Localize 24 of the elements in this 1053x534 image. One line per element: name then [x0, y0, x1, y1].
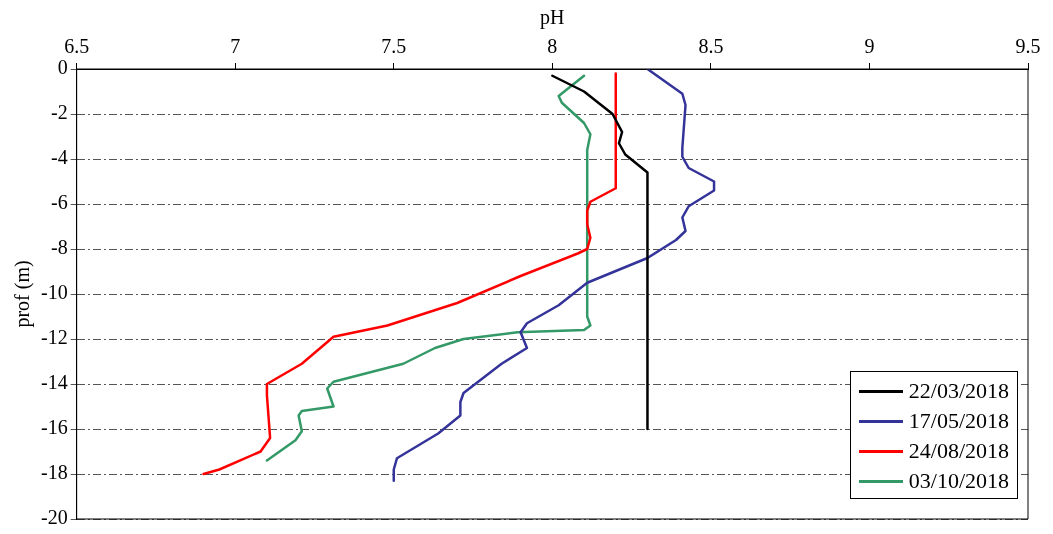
- y-tick-label: -10: [40, 281, 68, 304]
- x-tick-label: 8: [547, 35, 558, 58]
- y-tick-label: -4: [50, 146, 68, 169]
- y-tick-label: -12: [40, 326, 68, 349]
- x-tick-label: 9: [864, 35, 875, 58]
- y-tick-label: -18: [40, 461, 68, 484]
- x-tick-label: 6.5: [64, 35, 90, 58]
- y-tick-label: -20: [40, 506, 68, 529]
- y-tick-label: -6: [50, 191, 68, 214]
- y-tick-label: -16: [40, 416, 68, 439]
- y-tick-label: 0: [57, 56, 68, 79]
- x-tick-label: 9.5: [1015, 35, 1041, 58]
- y-tick-label: -8: [50, 236, 68, 259]
- x-tick-label: 7.5: [381, 35, 407, 58]
- x-tick-label: 7: [230, 35, 241, 58]
- legend-label: 03/10/2018: [908, 468, 1009, 494]
- y-tick-label: -2: [50, 101, 68, 124]
- y-tick-label: -14: [40, 371, 68, 394]
- x-tick-label: 8.5: [698, 35, 724, 58]
- legend-label: 17/05/2018: [908, 408, 1009, 434]
- y-axis-title: prof (m): [11, 260, 35, 328]
- legend-label: 24/08/2018: [908, 438, 1009, 464]
- legend-label: 22/03/2018: [908, 378, 1009, 404]
- x-axis-title: pH: [540, 6, 565, 30]
